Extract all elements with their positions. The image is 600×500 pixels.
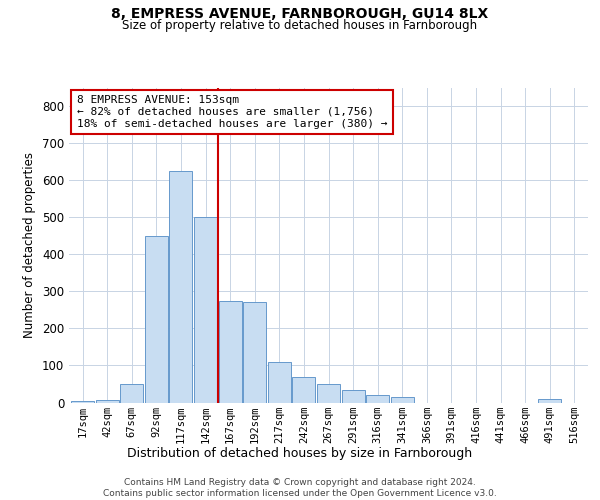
Bar [243, 302, 266, 402]
Bar [538, 399, 562, 402]
Bar [71, 400, 94, 402]
Bar [366, 395, 389, 402]
Text: 8 EMPRESS AVENUE: 153sqm
← 82% of detached houses are smaller (1,756)
18% of sem: 8 EMPRESS AVENUE: 153sqm ← 82% of detach… [77, 96, 387, 128]
Text: 8, EMPRESS AVENUE, FARNBOROUGH, GU14 8LX: 8, EMPRESS AVENUE, FARNBOROUGH, GU14 8LX [112, 8, 488, 22]
Bar [268, 362, 291, 403]
Bar [95, 400, 119, 402]
Text: Distribution of detached houses by size in Farnborough: Distribution of detached houses by size … [127, 448, 473, 460]
Y-axis label: Number of detached properties: Number of detached properties [23, 152, 37, 338]
Bar [120, 384, 143, 402]
Bar [169, 171, 193, 402]
Text: Contains HM Land Registry data © Crown copyright and database right 2024.
Contai: Contains HM Land Registry data © Crown c… [103, 478, 497, 498]
Text: Size of property relative to detached houses in Farnborough: Size of property relative to detached ho… [122, 19, 478, 32]
Bar [341, 390, 365, 402]
Bar [218, 300, 242, 402]
Bar [145, 236, 168, 402]
Bar [292, 376, 316, 402]
Bar [317, 384, 340, 402]
Bar [194, 217, 217, 402]
Bar [391, 397, 414, 402]
